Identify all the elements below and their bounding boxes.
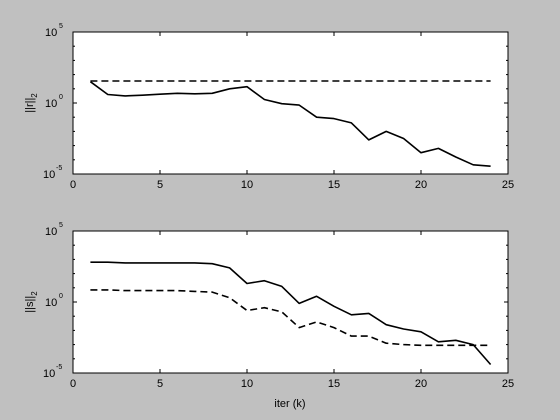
bottom-x-tick-labels: 0 5 10 15 20 25 [70,378,514,390]
bottom-y-tick-base: 10 [45,297,57,309]
svg-text:||r||2: ||r||2 [24,93,39,113]
bottom-x-tick-label: 5 [157,378,163,390]
top-y-tick-label: 10 0 [45,94,63,110]
bottom-y-tick-base: 10 [45,226,57,238]
top-y-tick-label: 10 -5 [43,165,62,181]
bottom-x-tick-label: 10 [241,378,253,390]
top-y-axis-label: ||r||2 [24,93,39,113]
top-y-tick-base: 10 [43,169,55,181]
top-y-tick-marks [73,31,508,175]
top-x-tick-label: 25 [502,179,514,191]
bottom-y-label-sub: 2 [30,291,39,296]
top-y-label-sub: 2 [30,93,39,98]
top-y-tick-label: 10 5 [45,23,63,39]
bottom-y-axis-label: ||s||2 [24,291,39,313]
top-x-tick-label: 5 [157,179,163,191]
top-y-tick-base: 10 [45,27,57,39]
top-x-tick-label: 15 [328,179,340,191]
top-x-tick-label: 0 [70,179,76,191]
bottom-y-label-main: ||s|| [24,296,36,313]
bottom-plot-lines [90,261,492,366]
bottom-axes-box [72,230,509,374]
bottom-y-tick-label: 10 -5 [43,364,62,380]
bottom-series-dashed [90,289,491,347]
svg-text:||s||2: ||s||2 [24,291,39,313]
top-y-tick-exp: -5 [56,165,62,172]
top-x-tick-label: 20 [415,179,427,191]
top-y-tick-labels: 10 5 10 0 10 -5 [43,23,63,181]
top-y-tick-exp: 0 [59,94,63,101]
bottom-y-tick-labels: 10 5 10 0 10 -5 [43,222,63,380]
bottom-y-tick-label: 10 5 [45,222,63,238]
bottom-x-tick-label: 25 [502,378,514,390]
bottom-series-solid [90,261,492,366]
bottom-x-axis-label: iter (k) [274,398,305,410]
bottom-x-tick-label: 20 [415,378,427,390]
bottom-y-tick-marks [73,230,508,374]
top-y-label-main: ||r|| [24,98,36,113]
bottom-x-tick-marks [72,231,509,373]
top-axes-box [72,31,509,175]
bottom-y-tick-base: 10 [43,368,55,380]
bottom-chart: 0 5 10 15 20 25 iter (k) 10 5 10 0 10 -5 [24,222,514,410]
top-plot-lines [89,80,491,167]
top-x-tick-labels: 0 5 10 15 20 25 [70,179,514,191]
top-chart: 0 5 10 15 20 25 10 5 10 0 10 -5 ||r||2 [24,23,514,191]
top-x-tick-label: 10 [241,179,253,191]
bottom-y-tick-label: 10 0 [45,293,63,309]
bottom-x-tick-label: 0 [70,378,76,390]
top-y-tick-base: 10 [45,98,57,110]
bottom-y-tick-exp: -5 [56,364,62,371]
bottom-y-tick-exp: 5 [59,222,63,229]
bottom-x-tick-label: 15 [328,378,340,390]
top-y-tick-exp: 5 [59,23,63,30]
bottom-y-tick-exp: 0 [59,293,63,300]
top-series-solid [89,81,491,167]
top-x-tick-marks [72,32,509,174]
